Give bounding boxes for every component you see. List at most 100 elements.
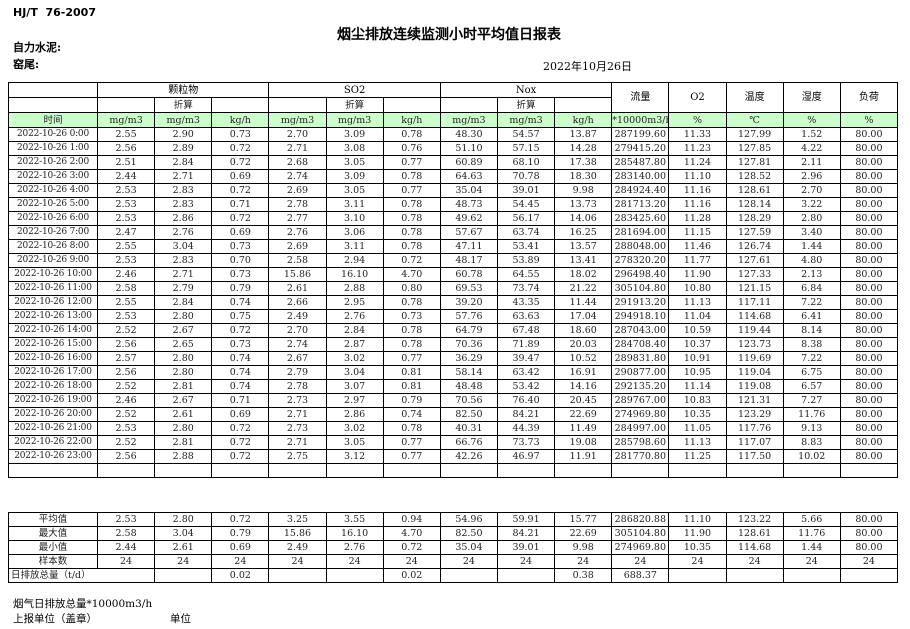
empty-row xyxy=(8,463,899,478)
value-cell: 4.70 xyxy=(382,526,441,541)
value-cell: 0.79 xyxy=(382,393,441,408)
value-cell: 8.38 xyxy=(782,337,841,352)
table-row: 2022-10-26 4:00 2.53 2.83 0.72 2.69 3.05 0.77 3… xyxy=(8,183,899,198)
value-cell: 59.91 xyxy=(496,512,556,527)
value-cell: 2.52 xyxy=(96,435,156,450)
value-cell: 2.94 xyxy=(325,253,384,268)
value-cell: 63.63 xyxy=(496,309,556,324)
value-cell: 80.00 xyxy=(839,267,899,282)
value-cell: 58.14 xyxy=(439,365,498,380)
value-cell: 1.44 xyxy=(782,239,841,254)
value-cell: 18.60 xyxy=(554,323,613,338)
value-cell: 2.80 xyxy=(154,421,213,436)
value-cell: 53.41 xyxy=(496,239,556,254)
empty-cell xyxy=(782,463,841,478)
value-cell: 6.84 xyxy=(782,281,841,296)
value-cell: 2.56 xyxy=(96,365,156,380)
time-cell: 2022-10-26 19:00 xyxy=(8,393,98,408)
value-cell: 24 xyxy=(96,554,156,569)
value-cell: 3.05 xyxy=(325,155,384,170)
value-cell: 2.46 xyxy=(96,267,156,282)
value-cell: 54.57 xyxy=(496,127,556,142)
value-cell: 2.84 xyxy=(154,295,213,310)
value-cell: 80.00 xyxy=(839,337,899,352)
value-cell: 114.68 xyxy=(725,309,784,324)
value-cell xyxy=(496,568,556,583)
value-cell: 13.57 xyxy=(554,239,613,254)
value-cell: 3.04 xyxy=(154,239,213,254)
value-cell: 39.20 xyxy=(439,295,498,310)
time-cell: 2022-10-26 14:00 xyxy=(8,323,98,338)
value-cell: 2.86 xyxy=(154,211,213,226)
value-cell: 2.71 xyxy=(268,435,327,450)
value-cell: 2.53 xyxy=(96,211,156,226)
unit-cell: ℃ xyxy=(725,112,784,128)
value-cell: 2.76 xyxy=(154,225,213,240)
unit-cell: kg/h xyxy=(211,112,270,128)
value-cell: 0.74 xyxy=(211,295,270,310)
value-cell: 11.91 xyxy=(554,449,613,464)
value-cell: 2.66 xyxy=(268,295,327,310)
value-cell: 51.10 xyxy=(439,141,498,156)
company-label: 自力水泥: xyxy=(13,41,62,54)
value-cell: 296498.40 xyxy=(611,267,670,282)
value-cell: 0.78 xyxy=(382,421,441,436)
value-cell: 2.73 xyxy=(268,421,327,436)
value-cell: 2.78 xyxy=(268,197,327,212)
value-cell: 2.71 xyxy=(268,141,327,156)
value-cell: 114.68 xyxy=(725,540,784,555)
value-cell: 54.96 xyxy=(439,512,498,527)
value-cell: 3.09 xyxy=(325,169,384,184)
value-cell: 0.72 xyxy=(211,512,270,527)
value-cell: 10.02 xyxy=(782,449,841,464)
value-cell: 80.00 xyxy=(839,365,899,380)
value-cell: 2.79 xyxy=(154,281,213,296)
value-cell: 11.13 xyxy=(668,435,727,450)
value-cell: 17.04 xyxy=(554,309,613,324)
value-cell: 8.83 xyxy=(782,435,841,450)
value-cell: 0.81 xyxy=(382,379,441,394)
value-cell: 24 xyxy=(154,554,213,569)
value-cell: 2.53 xyxy=(96,253,156,268)
value-cell: 2.81 xyxy=(154,379,213,394)
value-cell: 80.00 xyxy=(839,239,899,254)
value-cell: 2.70 xyxy=(268,127,327,142)
table-row: 2022-10-26 20:00 2.52 2.61 0.69 2.71 2.86 0.74… xyxy=(8,407,899,422)
time-cell: 2022-10-26 17:00 xyxy=(8,365,98,380)
value-cell: 36.29 xyxy=(439,351,498,366)
value-cell: 80.00 xyxy=(839,435,899,450)
value-cell: 3.11 xyxy=(325,197,384,212)
time-cell: 2022-10-26 20:00 xyxy=(8,407,98,422)
value-cell: 42.26 xyxy=(439,449,498,464)
value-cell: 80.00 xyxy=(839,127,899,142)
value-cell: 7.22 xyxy=(782,295,841,310)
value-cell: 294918.10 xyxy=(611,309,670,324)
table-row: 2022-10-26 11:00 2.58 2.79 0.79 2.61 2.88 0.80… xyxy=(8,281,899,296)
value-cell: 3.07 xyxy=(325,379,384,394)
value-cell: 0.72 xyxy=(211,183,270,198)
value-cell: 2.80 xyxy=(782,211,841,226)
value-cell: 6.41 xyxy=(782,309,841,324)
time-cell: 2022-10-26 10:00 xyxy=(8,267,98,282)
value-cell: 2.71 xyxy=(268,407,327,422)
value-cell: 11.14 xyxy=(668,379,727,394)
header-converted-row: 折算 折算 折算 xyxy=(8,97,898,113)
value-cell: 290877.00 xyxy=(611,365,670,380)
value-cell: 123.73 xyxy=(725,337,784,352)
value-cell: 10.91 xyxy=(668,351,727,366)
value-cell: 80.00 xyxy=(839,169,899,184)
value-cell: 16.25 xyxy=(554,225,613,240)
value-cell: 2.58 xyxy=(96,281,156,296)
value-cell: 80.00 xyxy=(839,309,899,324)
summary-label: 最大值 xyxy=(8,526,98,541)
value-cell: 2.81 xyxy=(154,435,213,450)
value-cell: 2.56 xyxy=(96,141,156,156)
value-cell: 80.00 xyxy=(839,421,899,436)
value-cell: 2.53 xyxy=(96,421,156,436)
value-cell: 119.69 xyxy=(725,351,784,366)
value-cell: 289831.80 xyxy=(611,351,670,366)
value-cell: 24 xyxy=(725,554,784,569)
value-cell: 48.30 xyxy=(439,127,498,142)
value-cell: 2.88 xyxy=(154,449,213,464)
value-cell: 2.76 xyxy=(268,225,327,240)
